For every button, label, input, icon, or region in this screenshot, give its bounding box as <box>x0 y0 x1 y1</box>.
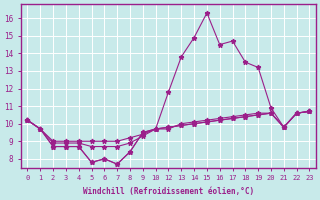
X-axis label: Windchill (Refroidissement éolien,°C): Windchill (Refroidissement éolien,°C) <box>83 187 254 196</box>
